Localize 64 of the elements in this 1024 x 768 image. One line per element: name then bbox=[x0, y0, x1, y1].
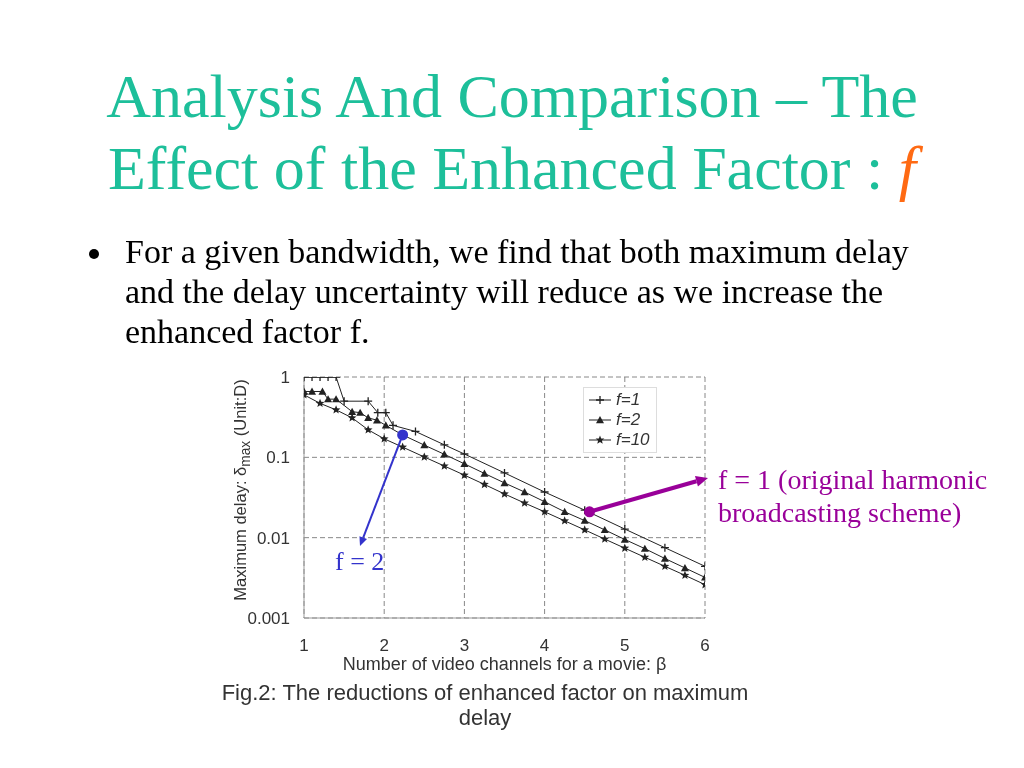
point bbox=[500, 478, 509, 487]
point bbox=[620, 535, 629, 543]
annotation: f = 2 bbox=[335, 546, 386, 578]
point bbox=[348, 407, 357, 415]
caption: Fig.2: The reductions of enhanced factor on maximum delay bbox=[220, 680, 750, 730]
y-tick-label: 0.001 bbox=[247, 609, 290, 629]
x-tick-label: 6 bbox=[700, 636, 710, 656]
x-axis-title: Number of video channels for a movie: β bbox=[342, 654, 667, 674]
point bbox=[419, 452, 429, 461]
point bbox=[459, 449, 470, 459]
point bbox=[560, 507, 569, 515]
y-tick-label: 0.01 bbox=[256, 528, 290, 548]
point bbox=[339, 396, 349, 406]
point bbox=[439, 440, 449, 450]
point bbox=[600, 525, 609, 534]
point bbox=[660, 543, 670, 553]
y-tick-label: 1 bbox=[280, 368, 290, 388]
y-tick-label: 0.1 bbox=[266, 448, 290, 468]
point bbox=[640, 544, 649, 552]
point bbox=[560, 516, 570, 525]
point bbox=[460, 470, 469, 479]
x-tick-label: 3 bbox=[459, 636, 470, 656]
point bbox=[379, 434, 389, 443]
point bbox=[580, 525, 590, 534]
point bbox=[620, 543, 630, 552]
point bbox=[520, 488, 529, 496]
point bbox=[580, 516, 589, 524]
x-tick-label: 1 bbox=[299, 636, 309, 656]
point bbox=[356, 408, 365, 416]
point bbox=[500, 489, 509, 498]
point bbox=[398, 442, 408, 451]
point bbox=[620, 524, 630, 534]
point bbox=[315, 398, 325, 408]
point bbox=[388, 420, 398, 431]
point bbox=[680, 563, 689, 572]
point bbox=[539, 487, 550, 497]
point bbox=[540, 507, 549, 516]
point bbox=[540, 497, 549, 505]
point bbox=[420, 441, 429, 449]
point bbox=[363, 425, 373, 434]
point bbox=[439, 461, 449, 470]
point bbox=[480, 479, 489, 489]
x-tick-label: 2 bbox=[379, 636, 389, 656]
point bbox=[520, 498, 529, 507]
chart-subtitle: For a given bandwidth, we find that both maximum delay and the delay uncertainty will reduce as we increase the enhanced factor f. bbox=[125, 232, 910, 352]
point bbox=[318, 387, 327, 395]
point bbox=[331, 405, 341, 414]
legend-label: f=1 bbox=[616, 390, 641, 410]
legend-label: f=10 bbox=[616, 430, 650, 450]
point bbox=[660, 554, 669, 562]
point bbox=[440, 450, 449, 458]
point bbox=[308, 387, 317, 395]
point bbox=[680, 570, 690, 580]
x-tick-label: 5 bbox=[620, 636, 630, 656]
annotation: f = 1 (original harmonic broadcasting scheme) bbox=[718, 463, 989, 529]
point bbox=[364, 413, 373, 422]
point bbox=[381, 421, 390, 429]
legend-label: f=2 bbox=[616, 410, 641, 430]
x-tick-label: 4 bbox=[539, 636, 550, 656]
point bbox=[460, 459, 469, 468]
point bbox=[600, 534, 610, 543]
point bbox=[660, 561, 670, 571]
point bbox=[499, 468, 510, 478]
point bbox=[480, 469, 489, 477]
